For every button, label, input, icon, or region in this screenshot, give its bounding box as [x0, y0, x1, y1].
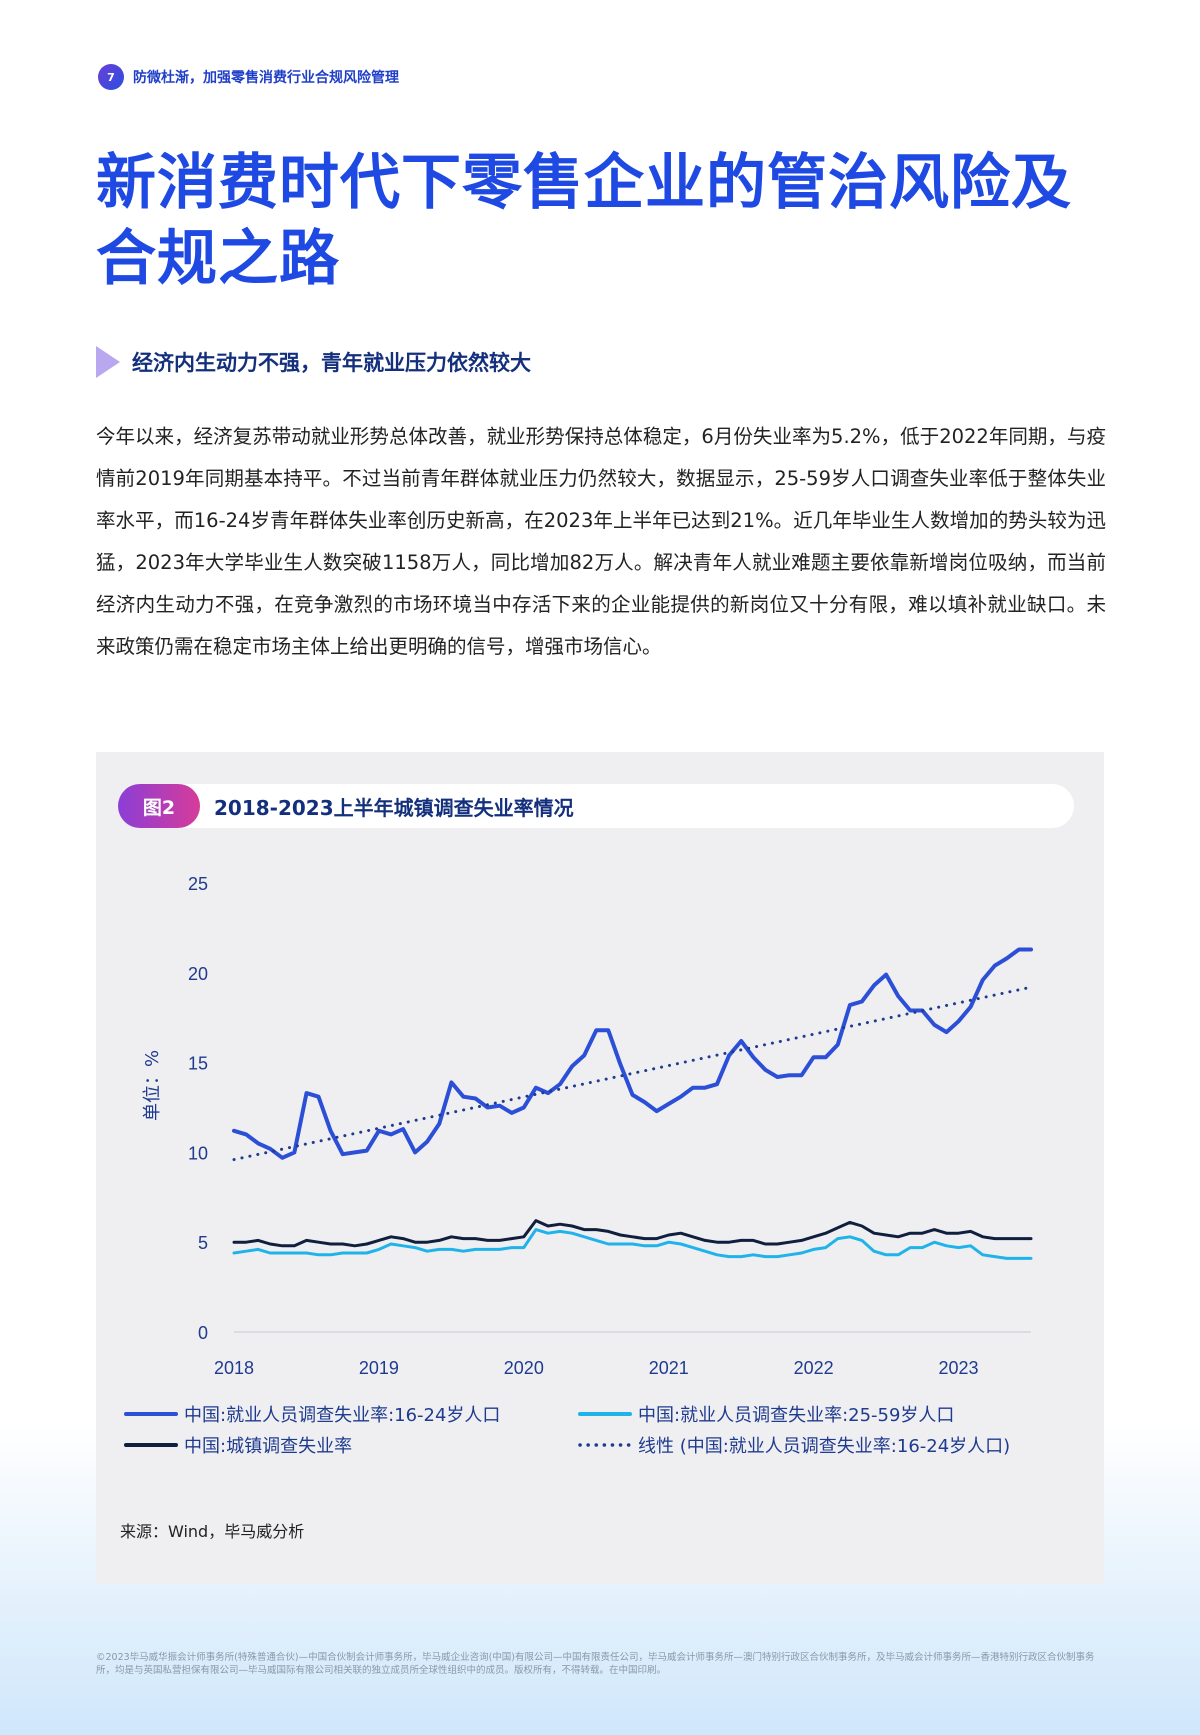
series-line-2 [232, 1228, 1033, 1260]
running-header: 7 防微杜渐，加强零售消费行业合规风险管理 [98, 64, 399, 90]
section-title: 经济内生动力不强，青年就业压力依然较大 [132, 351, 531, 375]
figure-source: 来源：Wind，毕马威分析 [120, 1522, 305, 1541]
x-tick-label: 2021 [649, 1358, 689, 1378]
figure-caption-bar: 图2 2018-2023上半年城镇调查失业率情况 [118, 784, 1074, 828]
series-line-1 [232, 947, 1033, 1160]
line-chart: 0 5 10 15 20 25 2018 2019 2020 2021 2022 2023 单位：% 中国… [124, 874, 1033, 1457]
triangle-bullet-icon [96, 346, 120, 378]
running-title: 防微杜渐，加强零售消费行业合规风险管理 [133, 70, 399, 86]
y-tick-label: 15 [188, 1054, 208, 1074]
y-tick-label: 25 [188, 874, 208, 894]
figure-panel: 图2 2018-2023上半年城镇调查失业率情况 0 5 10 15 20 25 2018 2… [96, 752, 1104, 1584]
figure-title: 2018-2023上半年城镇调查失业率情况 [214, 795, 574, 820]
series-line-3 [232, 1219, 1033, 1248]
series-line-4 [232, 985, 1033, 1162]
footer-copyright: ©2023毕马威华振会计师事务所(特殊普通合伙)—中国合伙制会计师事务所，毕马威… [96, 1652, 1095, 1676]
legend-label: 中国:就业人员调查失业率:25-59岁人口 [638, 1405, 954, 1426]
section-heading: 经济内生动力不强，青年就业压力依然较大 [96, 346, 531, 378]
y-axis-label: 单位：% [142, 1050, 163, 1121]
x-tick-label: 2022 [794, 1358, 834, 1378]
x-tick-label: 2020 [504, 1358, 544, 1378]
legend-label: 中国:就业人员调查失业率:16-24岁人口 [184, 1405, 500, 1426]
figure-label: 图2 [118, 784, 200, 828]
y-tick-label: 10 [188, 1143, 208, 1163]
y-tick-label: 5 [198, 1233, 208, 1253]
legend-label: 线性 (中国:就业人员调查失业率:16-24岁人口) [638, 1436, 1010, 1457]
y-tick-label: 20 [188, 964, 208, 984]
body-paragraph: 今年以来，经济复苏带动就业形势总体改善，就业形势保持总体稳定，6月份失业率为5.… [96, 425, 1106, 658]
x-tick-label: 2023 [939, 1358, 979, 1378]
y-tick-label: 0 [198, 1323, 208, 1343]
x-tick-label: 2018 [214, 1358, 254, 1378]
page-title: 新消费时代下零售企业的管治风险及合规之路 [96, 148, 1072, 294]
page-number-badge: 7 [98, 64, 124, 90]
legend-label: 中国:城镇调查失业率 [184, 1436, 352, 1457]
x-tick-label: 2019 [359, 1358, 399, 1378]
